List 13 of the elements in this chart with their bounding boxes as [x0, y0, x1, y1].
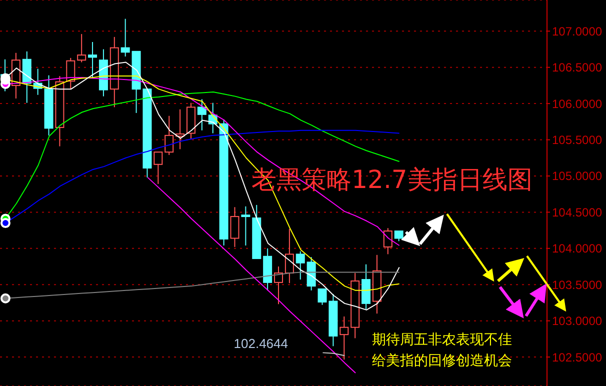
annotation: 期待周五非农表现不佳 — [372, 332, 512, 348]
annotation: 102.4644 — [234, 336, 288, 351]
annotation: 给美指的回修创造机会 — [372, 353, 512, 369]
y-tick-label: 106.0000 — [552, 96, 602, 111]
y-tick-label: 102.5000 — [552, 350, 602, 364]
y-tick-label: 105.5000 — [552, 133, 602, 148]
y-tick-label: 104.0000 — [552, 242, 602, 256]
y-tick-label: 103.5000 — [552, 278, 602, 292]
y-tick-label: 106.5000 — [552, 60, 602, 75]
y-tick-label: 104.5000 — [552, 205, 602, 220]
y-tick-label: 103.0000 — [552, 314, 602, 328]
y-tick-label: 107.0000 — [552, 24, 602, 38]
y-tick-label: 105.0000 — [552, 169, 602, 184]
